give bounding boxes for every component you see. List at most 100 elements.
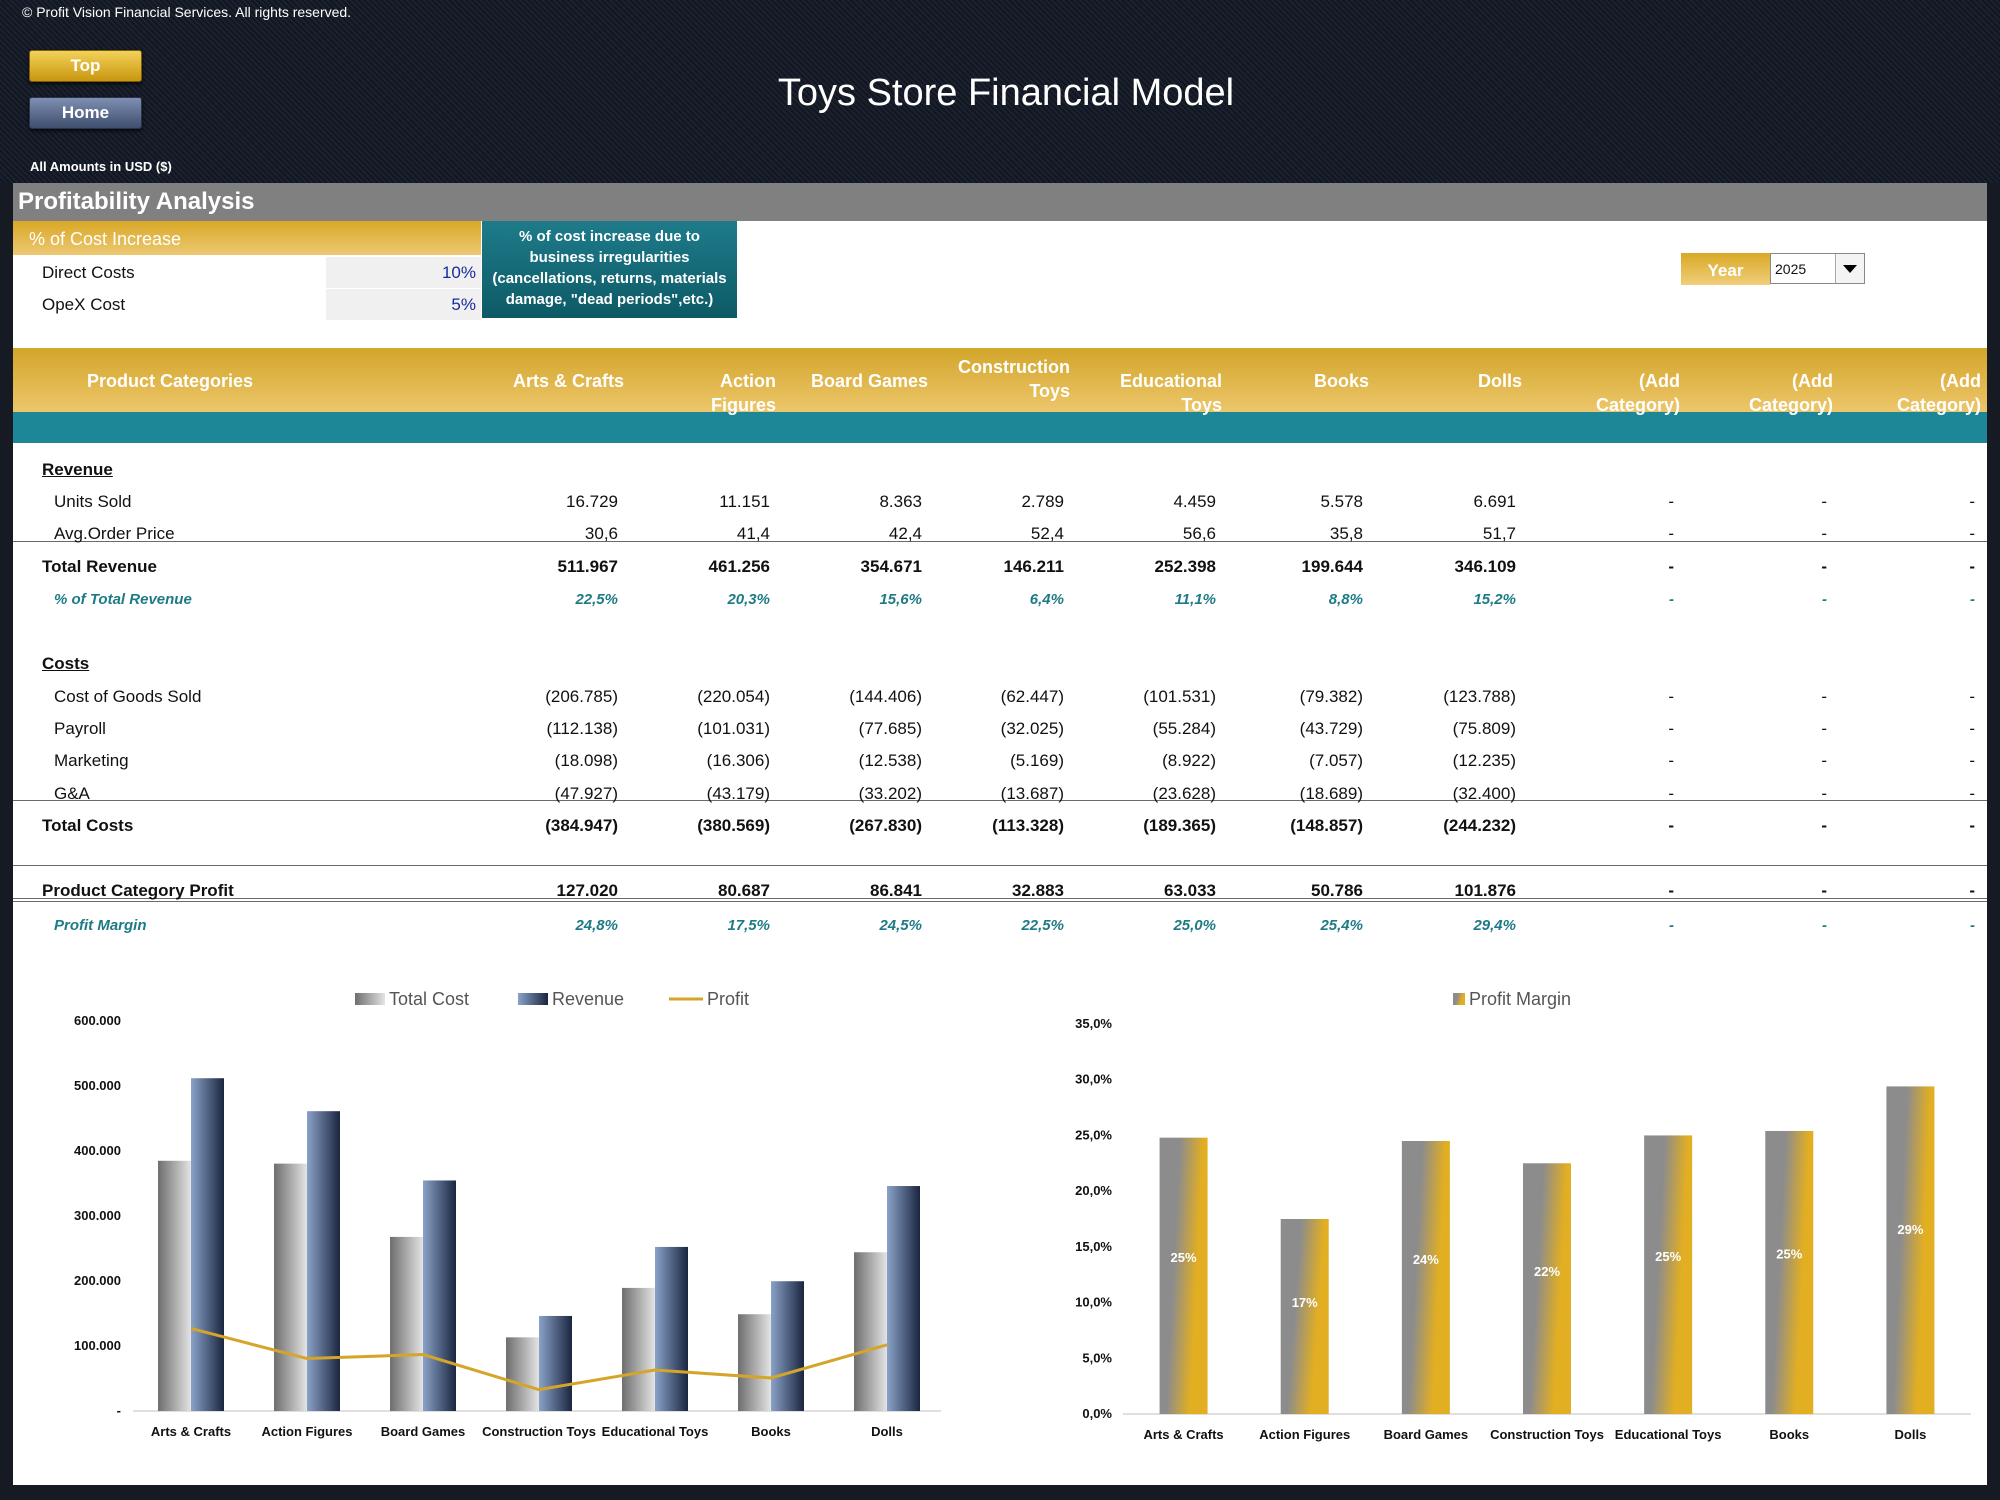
table-cell: 50.786 (1311, 881, 1363, 900)
table-cell: 252.398 (1154, 557, 1216, 576)
table-cell: 346.109 (1454, 557, 1516, 576)
legend-label-profit: Profit (707, 989, 749, 1009)
table-cell: 4.459 (1173, 492, 1216, 511)
table-row: Total Costs (384.947) (380.569) (267.830) (1… (13, 810, 1987, 842)
year-value: 2025 (1775, 261, 1807, 277)
y-tick-label: 15,0% (1075, 1239, 1112, 1254)
home-button[interactable]: Home (29, 97, 142, 129)
bar-revenue (771, 1281, 804, 1411)
cost-increase-header: % of Cost Increase (13, 221, 481, 255)
row-divider (13, 865, 1987, 866)
table-cell: (380.569) (697, 816, 770, 835)
table-cell: 2.789 (1021, 492, 1064, 511)
note-line: % of cost increase due to (519, 228, 700, 245)
table-cell: - (1668, 557, 1674, 576)
table-cell: (123.788) (1443, 687, 1516, 706)
direct-costs-input[interactable]: 10% (326, 257, 481, 288)
table-cell: - (1668, 492, 1674, 511)
table-cell: (101.531) (1143, 687, 1216, 706)
y-tick-label: - (117, 1403, 121, 1418)
data-label: 25% (1171, 1250, 1197, 1265)
table-cell: 52,4 (1030, 524, 1064, 543)
top-button[interactable]: Top (29, 50, 142, 82)
table-cell: 42,4 (888, 524, 922, 543)
y-tick-label: 500.000 (74, 1078, 121, 1093)
table-cell: 32.883 (1012, 881, 1064, 900)
legend-label-profit-margin: Profit Margin (1469, 989, 1571, 1009)
table-cell: 101.876 (1454, 881, 1516, 900)
table-cell: - (1669, 917, 1674, 934)
table-cell: 146.211 (1003, 557, 1064, 576)
table-cell: (13.687) (1000, 784, 1064, 803)
legend-swatch-total-cost (355, 993, 385, 1005)
data-label: 25% (1776, 1246, 1802, 1261)
row-label: Avg.Order Price (54, 524, 175, 543)
table-row: Profit Margin 24,8% 17,5% 24,5% 22,5% 25,0% 25… (13, 910, 1987, 942)
row-divider (13, 541, 1987, 542)
table-cell: (220.054) (697, 687, 770, 706)
table-cell: (206.785) (545, 687, 618, 706)
table-cell: 80.687 (718, 881, 770, 900)
table-cell: - (1969, 719, 1975, 738)
page-title: Toys Store Financial Model (777, 72, 1235, 114)
legend-label-total-cost: Total Cost (389, 989, 469, 1009)
table-cell: 11,1% (1174, 591, 1216, 608)
row-label: Payroll (54, 719, 106, 738)
bar-profit-margin (1523, 1163, 1571, 1414)
y-tick-label: 600.000 (74, 1013, 121, 1028)
column-header-add-category: (Add Category) (1896, 371, 1981, 415)
table-cell: - (1821, 492, 1827, 511)
note-line: damage, "dead periods",etc.) (505, 291, 714, 308)
profit-margin-chart: 0,0% 5,0% 10,0% 15,0% 20,0% 25,0% 30,0% 35,0% 25… (1053, 983, 1973, 1463)
table-cell: 16.729 (566, 492, 618, 511)
cost-revenue-profit-chart: - 100.000 200.000 300.000 400.000 500.000 600.… (33, 983, 953, 1463)
table-cell: - (1969, 881, 1975, 900)
table-cell: 8.363 (879, 492, 922, 511)
table-cell: (112.138) (546, 719, 618, 738)
x-tick-label: Educational Toys (602, 1424, 709, 1439)
direct-costs-row: Direct Costs 10% (13, 257, 481, 289)
opex-cost-row: OpeX Cost 5% (13, 289, 481, 321)
table-cell: - (1969, 687, 1975, 706)
row-label: Costs (42, 654, 90, 673)
table-cell: (75.809) (1452, 719, 1516, 738)
bar-profit-margin (1401, 1141, 1450, 1414)
x-tick-label: Arts & Crafts (151, 1424, 231, 1439)
y-tick-label: 25,0% (1075, 1127, 1112, 1142)
table-cell: 63.033 (1164, 881, 1216, 900)
table-cell: (55.284) (1152, 719, 1216, 738)
table-cell: - (1822, 591, 1827, 608)
table-row: Avg.Order Price 30,6 41,4 42,4 52,4 56,6 35,8 5… (13, 518, 1987, 550)
table-cell: (43.729) (1299, 719, 1363, 738)
row-label: Profit Margin (54, 917, 147, 934)
table-cell: (189.365) (1143, 816, 1216, 835)
table-cell: (62.447) (1000, 687, 1064, 706)
table-cell: (18.098) (554, 751, 618, 770)
table-cell: (77.685) (858, 719, 922, 738)
table-cell: - (1822, 917, 1827, 934)
table-cell: - (1821, 719, 1827, 738)
y-tick-label: 20,0% (1075, 1183, 1112, 1198)
profit-margin-chart-svg: 0,0% 5,0% 10,0% 15,0% 20,0% 25,0% 30,0% 35,0% 25… (1075, 989, 1971, 1442)
column-header-books: Books (1313, 371, 1369, 391)
table-row: Product Category Profit 127.020 80.687 86.8… (13, 875, 1987, 907)
bar-profit-margin (1765, 1130, 1814, 1414)
table-cell: (8.922) (1162, 751, 1216, 770)
spreadsheet-area: Profitability Analysis % of Cost Increas… (13, 183, 1987, 1485)
data-label: 29% (1897, 1222, 1923, 1237)
table-cell: (16.306) (706, 751, 770, 770)
year-select[interactable]: 2025 (1770, 253, 1865, 284)
currency-note: All Amounts in USD ($) (30, 159, 172, 174)
row-divider (13, 800, 1987, 801)
table-cell: (267.830) (849, 816, 922, 835)
table-cell: - (1821, 881, 1827, 900)
table-cell: (5.169) (1010, 751, 1064, 770)
table-cell: (47.927) (554, 784, 618, 803)
table-cell: 6,4% (1029, 591, 1064, 608)
bar-revenue (655, 1246, 688, 1411)
x-tick-label: Action Figures (261, 1424, 352, 1439)
table-cell: - (1668, 784, 1674, 803)
y-tick-label: 300.000 (74, 1208, 121, 1223)
chevron-down-icon[interactable] (1835, 254, 1864, 283)
opex-cost-input[interactable]: 5% (326, 289, 481, 320)
